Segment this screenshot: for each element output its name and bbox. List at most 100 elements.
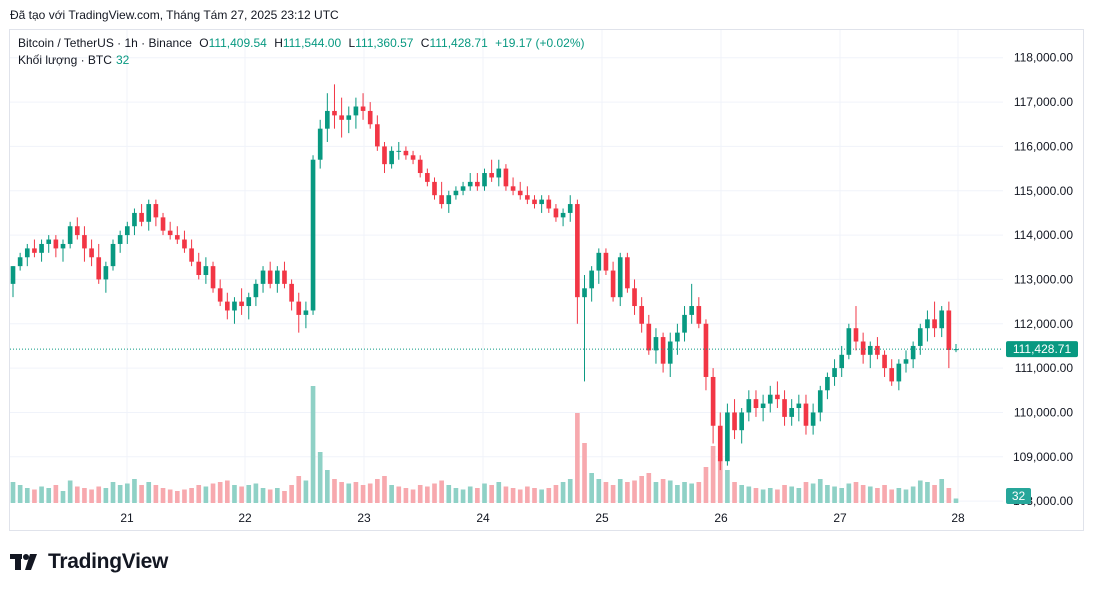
volume-bars — [10, 386, 959, 503]
candle-body — [217, 288, 223, 302]
candle-body — [289, 283, 294, 302]
candle-body — [410, 155, 416, 160]
candle-body — [582, 288, 587, 298]
candle — [782, 390, 787, 426]
candle — [475, 173, 480, 191]
candle — [717, 412, 723, 471]
candle-body — [489, 173, 494, 178]
volume-bar — [925, 482, 930, 503]
candle-body — [653, 337, 659, 351]
last-price-label: 111,428.71 — [1013, 342, 1072, 356]
candle — [360, 93, 366, 120]
candle-body — [17, 257, 23, 267]
volume-bar — [210, 483, 216, 503]
candle — [639, 297, 644, 333]
candle-body — [817, 390, 823, 413]
open-key: O — [199, 36, 209, 50]
candle — [389, 146, 394, 169]
candle-body — [239, 301, 244, 307]
candlesticks — [10, 84, 959, 471]
volume-bar — [267, 489, 273, 503]
time-tick-label: 23 — [357, 511, 371, 525]
volume-bar — [510, 488, 516, 503]
candle — [439, 181, 444, 209]
candle — [382, 141, 387, 174]
candle — [560, 208, 566, 227]
candle-body — [732, 412, 737, 431]
volume-bar — [825, 485, 830, 503]
volume-bar — [746, 486, 752, 503]
candle-body — [317, 128, 323, 160]
candle-body — [482, 173, 487, 187]
volume-bar — [732, 482, 737, 503]
time-tick-label: 21 — [120, 511, 134, 525]
volume-bar — [417, 485, 423, 503]
candle — [953, 343, 959, 353]
candle-body — [203, 266, 209, 275]
volume-bar — [317, 452, 323, 503]
candle-body — [532, 199, 537, 205]
candle-body — [796, 403, 802, 409]
candle-body — [296, 301, 302, 315]
candle — [596, 248, 602, 284]
candle-body — [875, 345, 880, 355]
volume-bar — [753, 488, 759, 503]
candle — [139, 204, 144, 227]
volume-bar — [532, 488, 537, 503]
candle-body — [124, 226, 130, 236]
candle — [267, 261, 273, 289]
volume-bar — [24, 488, 30, 503]
candle-body — [667, 341, 673, 364]
close-key: C — [420, 36, 430, 50]
candle-body — [282, 270, 287, 284]
candle — [675, 323, 680, 355]
volume-bar — [796, 488, 802, 503]
volume-bar — [810, 483, 816, 503]
candle-body — [475, 181, 480, 187]
candle-body — [146, 204, 152, 222]
candle — [653, 328, 659, 364]
candle — [610, 261, 616, 302]
volume-bar — [67, 480, 73, 503]
candle-body — [746, 399, 752, 413]
candle-body — [596, 252, 602, 271]
candle — [546, 195, 552, 213]
candle-body — [396, 150, 402, 152]
volume-bar — [932, 485, 937, 503]
chart-frame — [9, 29, 1084, 531]
candle — [689, 283, 694, 324]
candle-body — [74, 226, 80, 236]
volume-bar — [775, 489, 780, 503]
open-value: 111,409.54 — [208, 36, 267, 50]
price-tick-label: 114,000.00 — [1014, 228, 1073, 242]
candle-body — [139, 212, 144, 222]
candle — [460, 181, 466, 196]
candle-body — [246, 297, 252, 307]
volume-bar — [353, 482, 359, 503]
candle — [160, 212, 166, 236]
candle — [875, 337, 880, 360]
candle — [482, 168, 487, 191]
candle — [24, 243, 30, 267]
candle — [246, 292, 252, 320]
candle — [289, 279, 294, 311]
candle — [539, 195, 544, 213]
tradingview-logo[interactable]: TradingView — [10, 550, 168, 574]
candle-body — [425, 173, 430, 182]
candle-body — [389, 150, 394, 165]
candle — [232, 297, 237, 324]
candle — [124, 221, 130, 244]
volume-bar — [789, 486, 795, 503]
candle — [417, 155, 423, 178]
volume-bar — [17, 485, 23, 503]
candle-body — [82, 235, 87, 249]
price-tick-label: 110,000.00 — [1014, 405, 1073, 419]
candle — [275, 266, 280, 293]
close-value: 111,428.71 — [429, 36, 488, 50]
time-tick-label: 22 — [238, 511, 252, 525]
candle — [403, 146, 409, 160]
candle — [17, 252, 23, 271]
candle-body — [710, 376, 716, 426]
volume-bar — [560, 482, 566, 503]
